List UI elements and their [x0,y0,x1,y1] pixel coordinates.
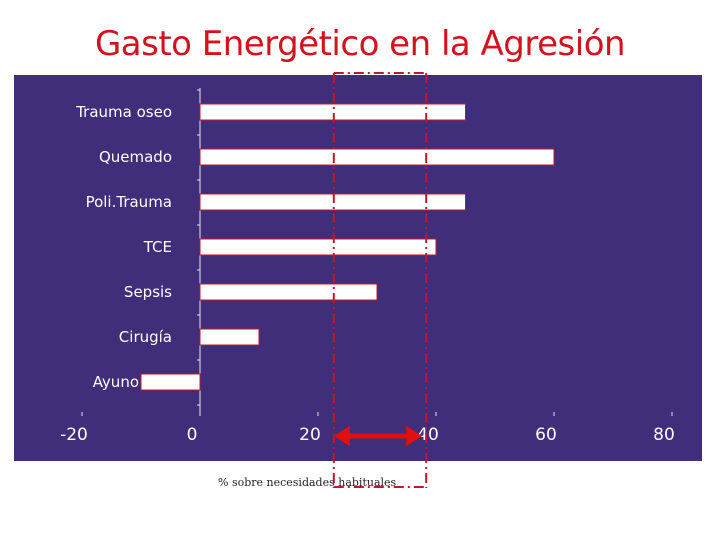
x-tick-label: -20 [60,425,88,445]
x-tick-label: 80 [653,425,675,445]
category-label: Poli.Trauma [86,193,172,211]
x-tick-label: 0 [187,425,198,445]
category-label: Trauma oseo [75,103,172,121]
bar-quemado [199,148,555,166]
category-label: Sepsis [124,283,172,301]
bar-poli-trauma [199,193,466,211]
x-tick-label: 20 [299,425,321,445]
x-axis-label: % sobre necesidades habituales [218,476,397,489]
range-arrow-left-head [333,426,350,446]
bar-cirug-a [199,328,260,346]
range-arrow-right-head [406,426,423,446]
bar-trauma-oseo [199,103,466,121]
plot-area [14,75,702,461]
bar-sepsis [199,283,378,301]
bar-tce [199,238,437,256]
category-label: Quemado [99,148,172,166]
category-label: Ayuno [93,373,139,391]
chart-title: Gasto Energético en la Agresión [94,24,626,64]
category-label: TCE [143,238,172,256]
bar-ayuno [140,373,201,391]
category-label: Cirugía [119,328,172,346]
x-tick-label: 60 [535,425,557,445]
x-tick-label: 40 [417,425,439,445]
